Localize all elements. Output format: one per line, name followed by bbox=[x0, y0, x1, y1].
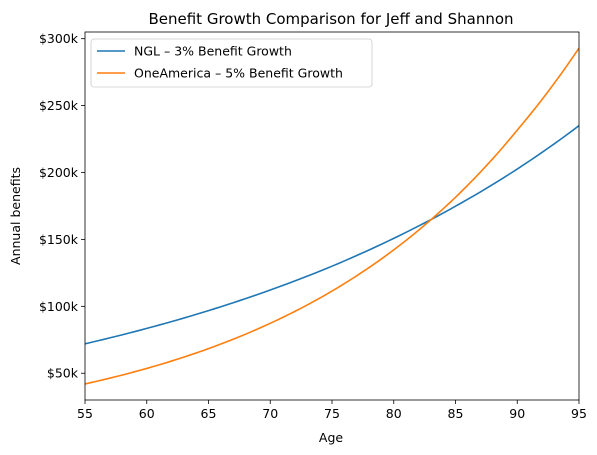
x-axis-ticks: 55 60 65 70 75 80 85 90 95 bbox=[77, 400, 587, 421]
x-tick-label: 95 bbox=[571, 406, 587, 421]
plot-area bbox=[85, 47, 579, 385]
x-axis-label: Age bbox=[319, 430, 343, 445]
y-tick-label: $50k bbox=[47, 366, 79, 381]
chart-title: Benefit Growth Comparison for Jeff and S… bbox=[148, 10, 513, 28]
legend: NGL – 3% Benefit Growth OneAmerica – 5% B… bbox=[90, 38, 373, 88]
x-tick-label: 65 bbox=[201, 406, 217, 421]
x-tick-label: 80 bbox=[386, 406, 402, 421]
x-tick-label: 85 bbox=[448, 406, 464, 421]
y-axis-label: Annual benefits bbox=[8, 167, 23, 265]
y-axis-ticks: $50k $100k $150k $200k $250k $300k bbox=[39, 31, 85, 381]
x-tick-label: 90 bbox=[509, 406, 525, 421]
legend-label-2: OneAmerica – 5% Benefit Growth bbox=[134, 66, 343, 81]
y-tick-label: $150k bbox=[39, 232, 79, 247]
legend-items: NGL – 3% Benefit Growth OneAmerica – 5% B… bbox=[97, 44, 343, 81]
y-tick-label: $250k bbox=[39, 98, 79, 113]
series-line-1 bbox=[85, 125, 579, 345]
y-tick-label: $100k bbox=[39, 299, 79, 314]
y-tick-label: $300k bbox=[39, 31, 79, 46]
x-tick-label: 75 bbox=[324, 406, 340, 421]
y-tick-label: $200k bbox=[39, 165, 79, 180]
x-tick-label: 60 bbox=[139, 406, 155, 421]
x-tick-label: 70 bbox=[262, 406, 278, 421]
legend-label-1: NGL – 3% Benefit Growth bbox=[134, 44, 292, 59]
legend-box bbox=[90, 38, 373, 88]
series-line-2 bbox=[85, 47, 579, 385]
x-tick-label: 55 bbox=[77, 406, 93, 421]
